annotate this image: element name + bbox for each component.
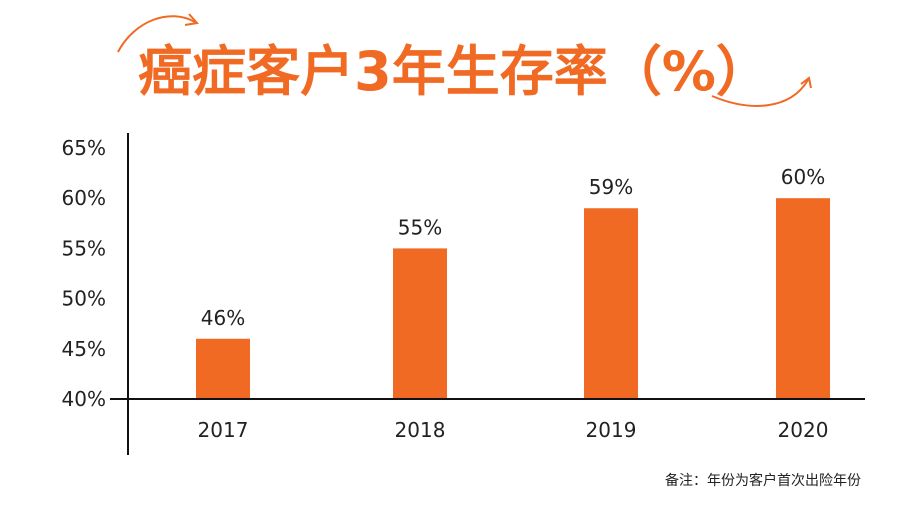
y-tick-label: 45% [62,337,106,361]
y-tick-label: 60% [62,186,106,210]
x-tick-label: 2020 [778,418,829,442]
chart-title: 癌症客户3年生存率（%） [138,40,770,103]
bar-series [196,198,830,399]
y-tick-label: 50% [62,287,106,311]
bar-2020 [776,198,830,399]
bar-2018 [393,248,447,399]
data-label-2020: 60% [781,165,825,189]
y-axis-ticks: 40% 45% 50% 55% 60% 65% [62,136,106,411]
x-tick-label: 2018 [395,418,446,442]
curved-arrow-icon [711,79,809,107]
x-tick-label: 2019 [586,418,637,442]
x-axis-labels: 2017 2018 2019 2020 [198,418,829,442]
data-label-2019: 59% [589,175,633,199]
curved-arrow-icon [117,15,196,53]
arrow-head-icon [184,13,199,26]
y-tick-label: 55% [62,236,106,260]
bar-2017 [196,338,250,399]
arrow-head-icon [800,76,812,89]
footnote: 备注：年份为客户首次出险年份 [665,473,861,489]
title-decoration [117,13,812,107]
y-tick-label: 40% [62,387,106,411]
bar-2019 [584,208,638,399]
data-label-2017: 46% [201,306,245,330]
data-label-2018: 55% [398,215,442,239]
x-tick-label: 2017 [198,418,249,442]
y-tick-label: 65% [62,136,106,160]
data-labels: 46% 55% 59% 60% [201,165,825,330]
